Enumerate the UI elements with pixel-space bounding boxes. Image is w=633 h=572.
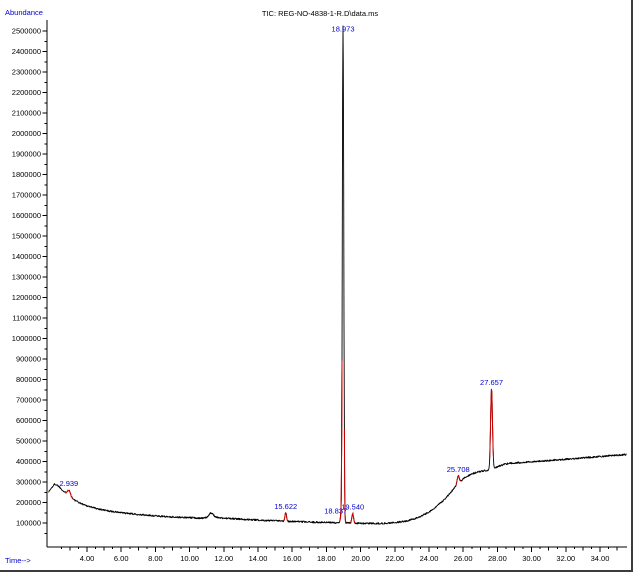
y-tick-label: 1500000 — [12, 232, 41, 241]
peak-label: 15.622 — [274, 502, 297, 511]
y-tick-label: 2300000 — [12, 68, 41, 77]
x-tick-label: 34.00 — [591, 554, 610, 563]
y-tick-label: 2500000 — [12, 27, 41, 36]
x-tick-label: 22.00 — [385, 554, 404, 563]
peak-label: 18.837 — [324, 507, 347, 516]
peak-integration-mark — [64, 489, 73, 499]
peak-integration-mark — [455, 474, 461, 485]
peak-integration-mark — [283, 511, 289, 522]
x-tick-label: 24.00 — [420, 554, 439, 563]
x-tick-label: 20.00 — [351, 554, 370, 563]
y-tick-label: 1800000 — [12, 170, 41, 179]
peak-integration-mark — [489, 389, 494, 459]
y-tick-label: 900000 — [16, 355, 41, 364]
y-tick-label: 400000 — [16, 457, 41, 466]
x-tick-label: 4.00 — [80, 554, 95, 563]
peak-integration-mark — [350, 511, 356, 524]
x-tick-label: 30.00 — [522, 554, 541, 563]
peak-label: 19.540 — [341, 503, 364, 512]
peak-integration-mark — [339, 360, 343, 521]
y-tick-label: 2400000 — [12, 47, 41, 56]
y-tick-label: 500000 — [16, 437, 41, 446]
y-tick-label: 600000 — [16, 416, 41, 425]
x-axis-title: Time--> — [5, 556, 31, 565]
peak-label: 18.973 — [332, 25, 355, 34]
peak-label: 27.657 — [480, 378, 503, 387]
x-tick-label: 10.00 — [180, 554, 199, 563]
y-tick-label: 1700000 — [12, 191, 41, 200]
x-tick-label: 16.00 — [283, 554, 302, 563]
x-tick-label: 14.00 — [249, 554, 268, 563]
y-tick-label: 1100000 — [12, 314, 41, 323]
y-tick-label: 1000000 — [12, 334, 41, 343]
y-tick-label: 1300000 — [12, 273, 41, 282]
x-tick-label: 32.00 — [556, 554, 575, 563]
peak-label: 2.939 — [59, 479, 78, 488]
y-tick-label: 1400000 — [12, 252, 41, 261]
x-tick-label: 6.00 — [114, 554, 129, 563]
x-tick-label: 12.00 — [214, 554, 233, 563]
x-tick-label: 28.00 — [488, 554, 507, 563]
y-tick-label: 2000000 — [12, 129, 41, 138]
x-tick-label: 18.00 — [317, 554, 336, 563]
y-tick-label: 100000 — [16, 519, 41, 528]
y-tick-label: 300000 — [16, 478, 41, 487]
peak-integration-mark — [343, 429, 347, 525]
y-tick-label: 800000 — [16, 375, 41, 384]
peak-label: 25.708 — [447, 465, 470, 474]
x-tick-label: 8.00 — [148, 554, 163, 563]
chart-title: TIC: REG-NO-4838-1-R.D\data.ms — [261, 9, 379, 18]
y-tick-label: 1200000 — [12, 293, 41, 302]
y-tick-label: 2200000 — [12, 88, 41, 97]
y-tick-label: 1900000 — [12, 150, 41, 159]
y-axis-title: Abundance — [5, 8, 43, 17]
x-tick-label: 26.00 — [454, 554, 473, 563]
y-tick-label: 1600000 — [12, 211, 41, 220]
y-tick-label: 200000 — [16, 498, 41, 507]
y-tick-label: 2100000 — [12, 109, 41, 118]
tic-trace — [48, 25, 627, 525]
y-tick-label: 700000 — [16, 396, 41, 405]
